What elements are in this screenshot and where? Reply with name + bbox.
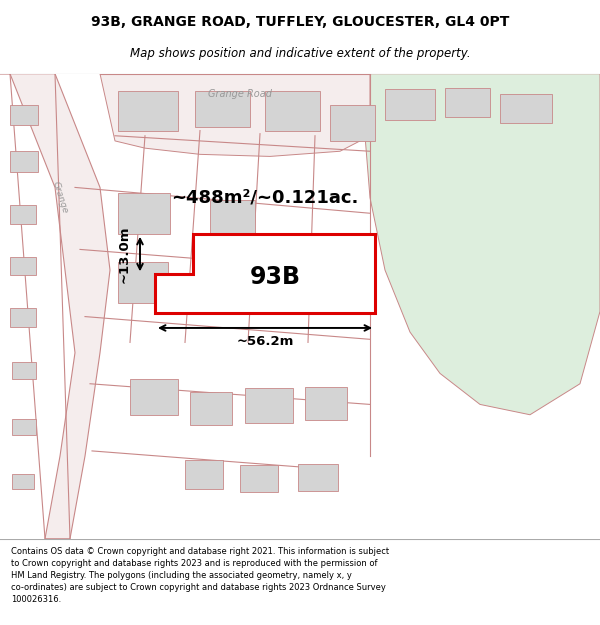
Bar — [500, 94, 552, 123]
Text: Contains OS data © Crown copyright and database right 2021. This information is : Contains OS data © Crown copyright and d… — [11, 548, 389, 604]
Bar — [118, 262, 168, 303]
Text: Grange Road: Grange Road — [208, 89, 272, 99]
Polygon shape — [0, 74, 110, 539]
Bar — [10, 205, 36, 224]
Polygon shape — [355, 74, 600, 415]
Bar — [298, 464, 338, 491]
Bar — [12, 419, 36, 436]
Bar — [385, 89, 435, 120]
Bar — [118, 192, 170, 234]
Bar — [118, 91, 178, 131]
Bar — [185, 460, 223, 489]
Bar — [12, 474, 34, 489]
Polygon shape — [155, 234, 375, 314]
Bar — [10, 257, 36, 275]
Bar — [210, 200, 255, 239]
Text: ~488m²/~0.121ac.: ~488m²/~0.121ac. — [172, 189, 359, 207]
Bar — [130, 379, 178, 415]
Bar — [12, 362, 36, 379]
Bar — [10, 308, 36, 327]
Bar — [330, 105, 375, 141]
Text: 93B, GRANGE ROAD, TUFFLEY, GLOUCESTER, GL4 0PT: 93B, GRANGE ROAD, TUFFLEY, GLOUCESTER, G… — [91, 15, 509, 29]
Bar — [305, 387, 347, 420]
Bar — [10, 105, 38, 126]
Bar — [190, 392, 232, 425]
Bar — [10, 151, 38, 172]
Text: 93B: 93B — [250, 266, 301, 289]
Text: Map shows position and indicative extent of the property.: Map shows position and indicative extent… — [130, 47, 470, 59]
Bar — [240, 466, 278, 492]
Bar — [195, 91, 250, 128]
Polygon shape — [100, 74, 370, 156]
Text: Grange: Grange — [50, 181, 70, 215]
Text: ~56.2m: ~56.2m — [236, 335, 293, 348]
Text: ~13.0m: ~13.0m — [118, 226, 131, 283]
Bar — [445, 88, 490, 117]
Bar — [265, 91, 320, 131]
Bar — [215, 265, 257, 301]
Bar — [245, 388, 293, 423]
